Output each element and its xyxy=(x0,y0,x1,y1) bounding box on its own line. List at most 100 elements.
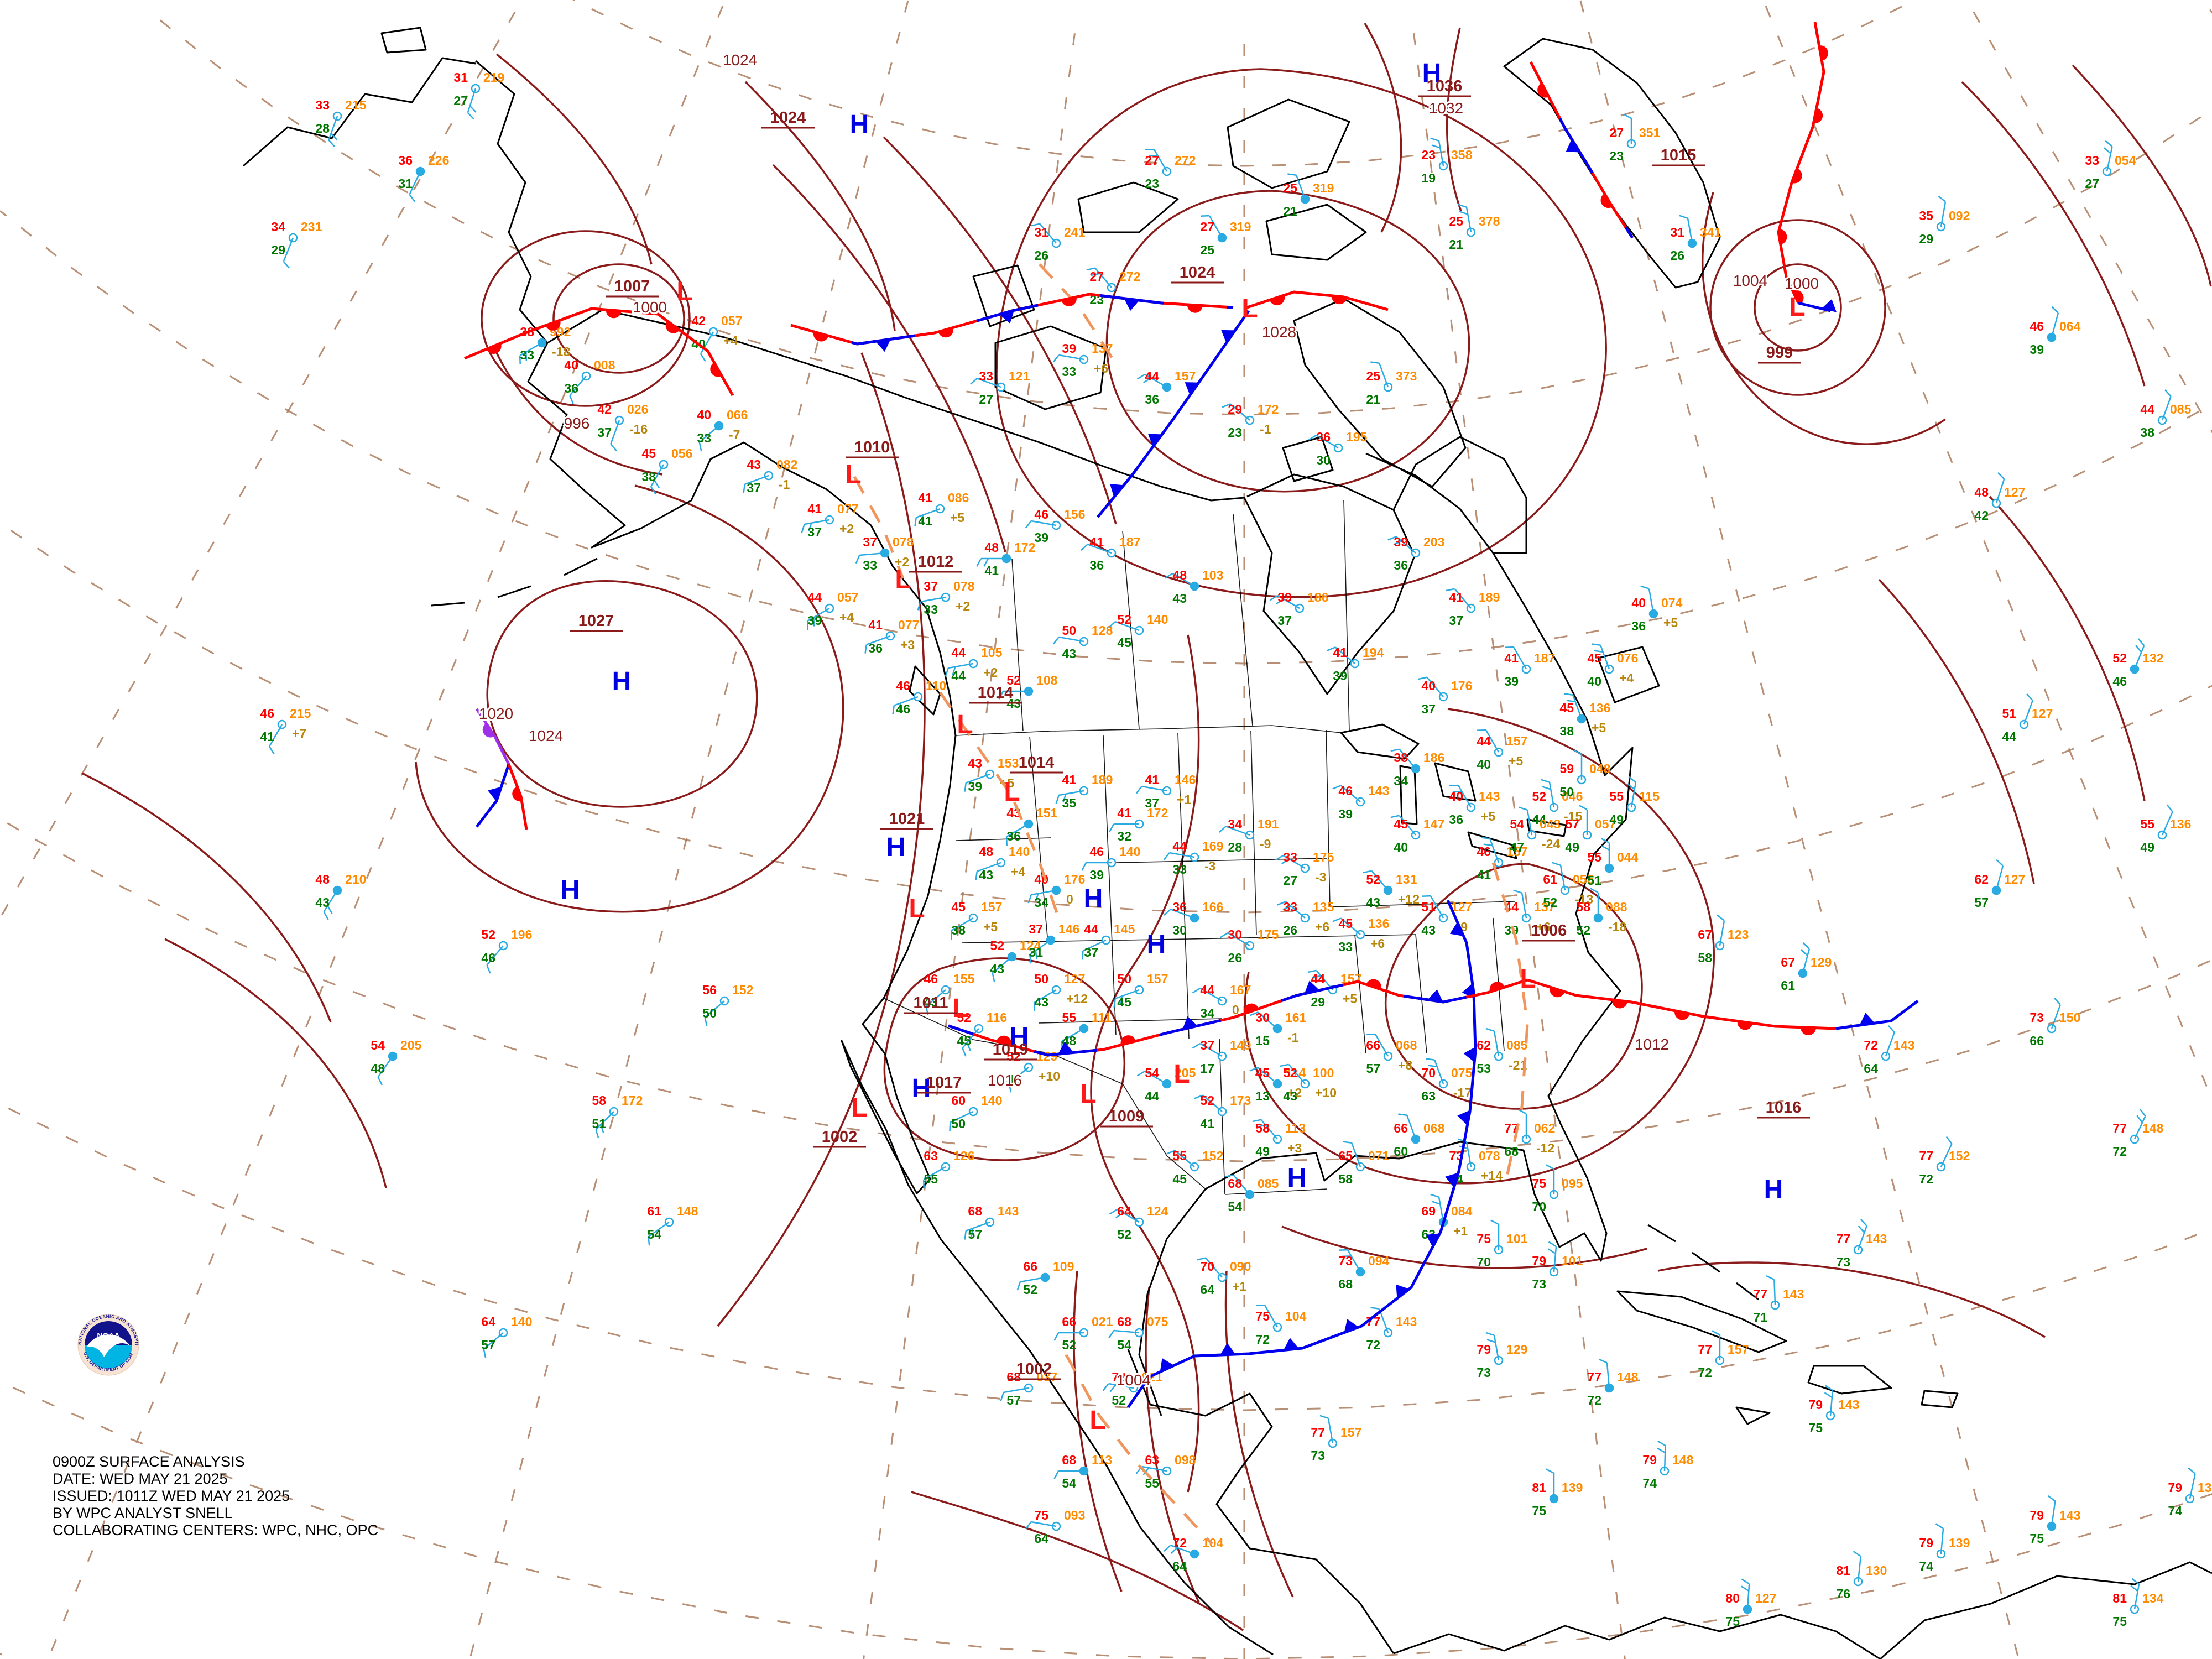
wind-barb xyxy=(1493,1031,1500,1057)
station-dewpoint: 26 xyxy=(1228,951,1242,965)
coastline-path xyxy=(1227,98,1350,189)
station-dewpoint: 36 xyxy=(868,641,883,655)
graticule-parallel xyxy=(0,522,2212,914)
station-plot: 41 41 086 +5 xyxy=(914,491,969,528)
wind-barb-tick xyxy=(1519,806,1528,811)
station-dewpoint: 43 xyxy=(1172,591,1187,606)
station-plot: 45 38 056 xyxy=(641,446,692,495)
station-temperature: 57 xyxy=(1565,817,1579,831)
station-plot: 44 33 169 -3 xyxy=(1163,839,1223,877)
station-dewpoint: 40 xyxy=(1394,840,1408,854)
station-pressure: 378 xyxy=(1479,214,1500,228)
station-tendency: -17 xyxy=(1453,1086,1472,1100)
station-temperature: 72 xyxy=(1172,1536,1187,1550)
wind-barb-tick xyxy=(945,667,949,677)
station-temperature: 44 xyxy=(1311,972,1325,986)
station-pressure: 129 xyxy=(1506,1342,1527,1357)
wind-barb-tick xyxy=(1081,544,1088,551)
wind-barb xyxy=(1003,1387,1029,1394)
station-plot: 52 45 116 xyxy=(957,1010,1007,1057)
station-plot: 79 73 101 xyxy=(1532,1241,1583,1291)
wind-barb xyxy=(804,519,830,525)
wind-barb xyxy=(1199,987,1223,1002)
station-pressure: 064 xyxy=(2059,319,2081,333)
station-pressure: 104 xyxy=(1285,1309,1307,1323)
station-pressure: 021 xyxy=(1092,1314,1113,1329)
coastline-path xyxy=(547,309,1416,695)
station-tendency: +3 xyxy=(900,638,915,652)
title-line-5: COLLABORATING CENTERS: WPC, NHC, OPC xyxy=(53,1522,378,1538)
wind-barb xyxy=(1141,1465,1167,1472)
station-temperature: 50 xyxy=(1117,972,1131,986)
wind-barb xyxy=(1340,917,1361,935)
isobar-line xyxy=(552,263,685,374)
front-path xyxy=(1527,978,1837,1030)
wind-barb xyxy=(1663,1445,1666,1472)
wind-barb xyxy=(1600,645,1610,670)
station-temperature: 66 xyxy=(1366,1038,1380,1052)
coastline-path xyxy=(1340,723,1420,760)
station-temperature: 54 xyxy=(371,1038,385,1052)
wind-barb xyxy=(1316,434,1339,449)
wind-barb-tick xyxy=(1657,1440,1666,1447)
station-temperature: 79 xyxy=(1808,1397,1823,1412)
station-temperature: 40 xyxy=(1449,789,1463,804)
station-temperature: 48 xyxy=(1974,485,1989,499)
station-pressure: 066 xyxy=(727,408,748,422)
station-pressure: 077 xyxy=(837,502,858,516)
wind-barb-tick xyxy=(1453,791,1462,793)
wind-barb xyxy=(2106,146,2113,172)
low-pressure-marker: L xyxy=(1173,1060,1190,1089)
wind-barb-tick xyxy=(1623,113,1632,119)
wind-barb xyxy=(409,171,421,195)
station-pressure: 057 xyxy=(837,590,858,604)
wind-barb xyxy=(2161,811,2173,836)
station-dewpoint: 27 xyxy=(979,392,993,406)
station-plot: 29 23 172 -1 xyxy=(1222,402,1279,440)
station-plot: 54 44 205 xyxy=(1136,1066,1196,1103)
station-temperature: 64 xyxy=(481,1314,495,1329)
station-pressure: 108 xyxy=(1036,673,1058,687)
wind-barb-tick xyxy=(1860,1219,1867,1227)
graticule-meridian xyxy=(469,0,909,1659)
cold-front-symbol xyxy=(1148,434,1162,447)
station-dewpoint: 71 xyxy=(1753,1310,1767,1324)
wind-barb xyxy=(807,607,830,622)
wind-barb xyxy=(966,1221,990,1232)
isobar-line xyxy=(2072,64,2212,287)
station-plot: 75 70 095 xyxy=(1532,1164,1583,1214)
station-dewpoint: 34 xyxy=(1034,895,1048,910)
wind-barb xyxy=(2133,1584,2140,1610)
wind-barb xyxy=(1285,901,1306,919)
wind-barb-tick xyxy=(992,973,995,982)
wind-barb-tick xyxy=(892,705,895,714)
pressure-center-value: 1012 xyxy=(918,553,954,571)
station-dewpoint: 28 xyxy=(1228,840,1242,854)
station-dewpoint: 74 xyxy=(1642,1476,1657,1490)
station-temperature: 68 xyxy=(968,1204,982,1218)
station-dewpoint: 70 xyxy=(1477,1255,1491,1269)
station-plot: 45 33 136 +6 xyxy=(1332,916,1389,954)
warm-front-symbol xyxy=(1537,83,1549,98)
coastline-path xyxy=(1616,1290,1787,1353)
station-pressure: 319 xyxy=(1230,220,1251,234)
station-dewpoint: 50 xyxy=(1559,785,1574,799)
station-plot: 48 41 172 xyxy=(976,540,1035,578)
station-plot: 41 39 194 xyxy=(1327,645,1384,683)
wind-barb-tick xyxy=(1135,786,1142,794)
pressure-center-value: 1016 xyxy=(1766,1099,1802,1117)
station-dewpoint: 46 xyxy=(896,702,910,716)
station-temperature: 27 xyxy=(1145,153,1159,168)
station-temperature: 45 xyxy=(951,900,966,914)
warm-front-symbol xyxy=(996,1035,1012,1046)
wind-barb-tick xyxy=(1858,1225,1865,1233)
station-plot: 73 68 094 xyxy=(1338,1249,1390,1291)
wind-barb-tick xyxy=(1197,1257,1206,1261)
wind-barb-tick xyxy=(2137,638,2145,646)
wind-barb-tick xyxy=(1590,888,1599,894)
station-temperature: 68 xyxy=(1117,1314,1131,1329)
wind-barb xyxy=(519,342,542,357)
